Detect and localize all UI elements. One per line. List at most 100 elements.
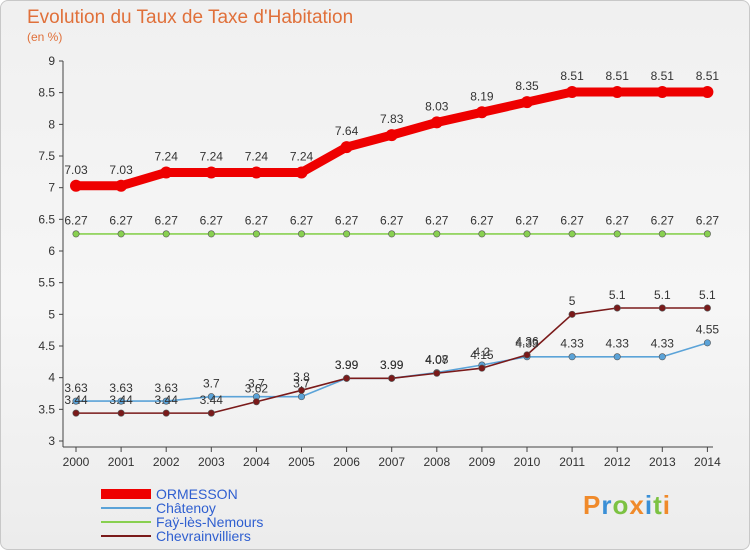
data-label: 8.51: [696, 69, 720, 83]
x-tick-label: 2007: [378, 455, 405, 469]
data-point: [611, 86, 624, 99]
data-point: [343, 230, 351, 238]
data-point: [658, 304, 666, 312]
brand-letter: i: [662, 490, 671, 520]
data-label: 8.51: [606, 69, 630, 83]
data-label: 7.64: [335, 124, 359, 138]
data-point: [117, 409, 125, 417]
data-label: 6.27: [470, 214, 494, 228]
legend-swatch: [101, 521, 151, 523]
data-label: 5.1: [699, 288, 716, 302]
data-label: 3.63: [64, 381, 88, 395]
data-point: [433, 369, 441, 377]
data-label: 3.7: [293, 376, 310, 390]
data-point: [252, 230, 260, 238]
data-point: [568, 353, 576, 361]
data-label: 4.2: [474, 345, 491, 359]
x-tick-label: 2002: [153, 455, 180, 469]
data-point: [388, 230, 396, 238]
data-point: [207, 393, 215, 401]
data-point: [252, 398, 260, 406]
data-point: [613, 304, 621, 312]
data-point: [658, 230, 666, 238]
data-point: [568, 230, 576, 238]
data-point: [340, 141, 353, 154]
data-label: 5.1: [609, 288, 626, 302]
y-tick-label: 8: [48, 117, 55, 131]
x-tick-label: 2010: [514, 455, 541, 469]
data-label: 7.24: [245, 149, 269, 163]
data-label: 3.99: [380, 358, 404, 372]
data-point: [162, 397, 170, 405]
data-point: [115, 179, 128, 192]
y-tick-label: 6: [48, 244, 55, 258]
data-label: 3.44: [64, 393, 88, 407]
legend-item-chatenoy: Châtenoy: [101, 500, 401, 516]
data-point: [297, 386, 305, 394]
data-label: 6.27: [380, 214, 404, 228]
data-label: 6.27: [245, 214, 269, 228]
data-label: 6.27: [606, 214, 630, 228]
data-point: [343, 374, 351, 382]
data-point: [162, 230, 170, 238]
data-label: 4.33: [515, 337, 539, 351]
data-label: 4.07: [425, 353, 449, 367]
data-label: 6.27: [515, 214, 539, 228]
data-point: [566, 86, 579, 99]
data-label: 7.24: [200, 149, 224, 163]
data-point: [207, 409, 215, 417]
data-point: [207, 230, 215, 238]
data-point: [658, 353, 666, 361]
y-tick-label: 6.5: [38, 212, 55, 226]
data-point: [160, 166, 173, 179]
data-label: 5.1: [654, 288, 671, 302]
data-label: 7.03: [64, 163, 88, 177]
brand-letter: x: [629, 490, 645, 520]
x-tick-label: 2005: [288, 455, 315, 469]
data-point: [478, 364, 486, 372]
data-point: [430, 116, 443, 129]
legend-label: Chevrainvilliers: [156, 528, 251, 544]
data-label: 8.03: [425, 99, 449, 113]
data-label: 3.99: [380, 358, 404, 372]
data-point: [117, 230, 125, 238]
x-tick-label: 2000: [63, 455, 90, 469]
data-label: 3.62: [245, 382, 269, 396]
legend-swatch: [101, 535, 151, 537]
data-point: [613, 230, 621, 238]
legend-item-chevrainvilliers: Chevrainvilliers: [101, 528, 401, 544]
data-point: [70, 179, 82, 192]
y-tick-label: 9: [48, 54, 55, 68]
y-tick-label: 4: [48, 371, 55, 385]
data-label: 3.7: [203, 376, 220, 390]
data-point: [72, 230, 80, 238]
y-tick-label: 7: [48, 181, 55, 195]
data-point: [205, 166, 218, 179]
data-point: [72, 409, 80, 417]
data-label: 3.7: [248, 376, 265, 390]
x-tick-label: 2006: [333, 455, 360, 469]
legend-label: ORMESSON: [156, 486, 238, 502]
data-label: 3.63: [109, 381, 133, 395]
legend-label: Faÿ-lès-Nemours: [156, 514, 264, 530]
data-point: [523, 351, 531, 359]
brand-letter: r: [601, 490, 613, 520]
x-tick-label: 2001: [108, 455, 135, 469]
data-point: [521, 96, 533, 109]
data-point: [703, 339, 711, 347]
data-label: 6.27: [651, 214, 675, 228]
data-point: [475, 106, 488, 119]
data-point: [117, 397, 125, 405]
data-label: 6.27: [155, 214, 179, 228]
data-point: [703, 230, 711, 238]
data-label: 4.15: [470, 348, 494, 362]
data-label: 4.33: [560, 337, 584, 351]
brand-letter: o: [612, 490, 630, 520]
y-tick-label: 7.5: [38, 149, 55, 163]
data-label: 6.27: [335, 214, 359, 228]
data-label: 4.33: [651, 337, 675, 351]
data-label: 8.51: [560, 69, 584, 83]
data-label: 4.36: [515, 335, 539, 349]
y-tick-label: 5.5: [38, 276, 55, 290]
data-label: 7.83: [380, 112, 404, 126]
